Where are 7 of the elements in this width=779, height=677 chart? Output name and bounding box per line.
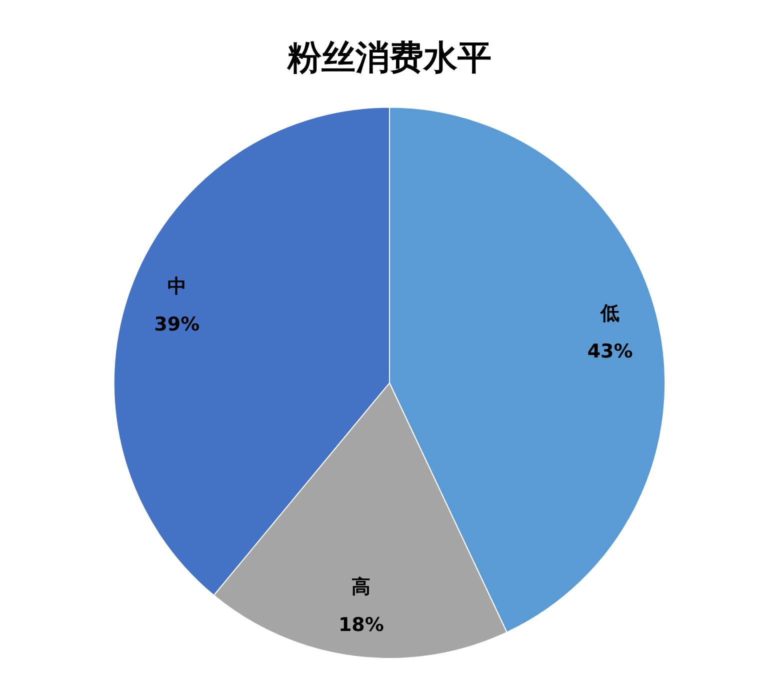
data-label: 39% <box>154 313 200 336</box>
slice-label: 高 <box>352 576 371 598</box>
slice-label: 低 <box>600 302 620 325</box>
data-label: 18% <box>338 614 384 636</box>
slice-label: 中 <box>167 275 186 298</box>
chart-title: 粉丝消费水平 <box>286 38 492 78</box>
data-label: 43% <box>587 340 633 363</box>
